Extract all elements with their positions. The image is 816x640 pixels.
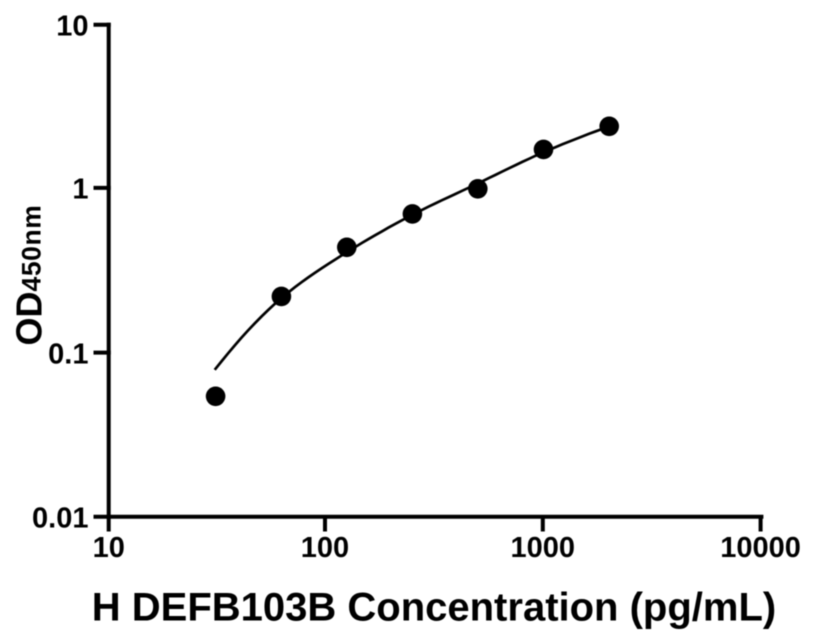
svg-text:100: 100 [301, 532, 349, 564]
svg-text:1000: 1000 [511, 532, 576, 564]
svg-text:0.1: 0.1 [48, 338, 88, 370]
svg-text:10000: 10000 [720, 532, 801, 564]
svg-text:10: 10 [93, 532, 125, 564]
svg-text:1: 1 [72, 174, 88, 206]
svg-text:10: 10 [56, 11, 88, 43]
svg-text:H DEFB103B Concentration (pg/m: H DEFB103B Concentration (pg/mL) [92, 586, 776, 630]
svg-text:0.01: 0.01 [32, 503, 88, 535]
